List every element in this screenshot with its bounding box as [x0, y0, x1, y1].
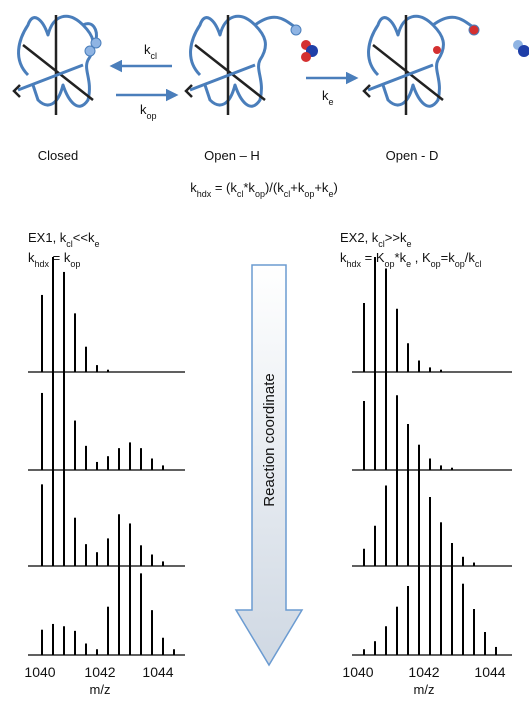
- text-part: , K: [411, 250, 431, 265]
- protein-closed: [12, 13, 102, 117]
- rate-kop: kop: [140, 102, 157, 121]
- tick-label: 1042: [408, 664, 439, 680]
- text-part: >>k: [385, 230, 407, 245]
- axis-label: m/z: [414, 682, 435, 697]
- tick-label: 1040: [342, 664, 373, 680]
- subscript: op: [147, 111, 157, 121]
- text-part: k: [144, 42, 151, 57]
- text-part: k: [322, 88, 329, 103]
- text-part: <<k: [73, 230, 95, 245]
- text-part: = K: [361, 250, 385, 265]
- ex2-condition: EX2, kcl>>ke: [340, 230, 412, 249]
- subscript: e: [329, 97, 334, 107]
- subscript: cl: [284, 189, 291, 199]
- text-part: EX1, k: [28, 230, 67, 245]
- text-part: k: [190, 180, 197, 195]
- text-part: *k: [243, 180, 255, 195]
- formula: khdx = (kcl*kop)/(kcl+kop+ke): [190, 180, 338, 199]
- rate-kcl: kcl: [144, 42, 157, 61]
- text-part: +k: [314, 180, 329, 195]
- text-part: /k: [465, 250, 476, 265]
- text-part: = (k: [211, 180, 237, 195]
- subscript: hdx: [197, 189, 212, 199]
- text-part: k: [28, 250, 35, 265]
- subscript: cl: [66, 239, 73, 249]
- tick-label: 1044: [474, 664, 505, 680]
- protein-open-h: [184, 13, 318, 117]
- text-part: +k: [290, 180, 305, 195]
- text-part: ): [333, 180, 337, 195]
- rate-ke: ke: [322, 88, 334, 107]
- state-label: Closed: [38, 148, 78, 163]
- text-part: EX2, k: [340, 230, 379, 245]
- subscript: op: [385, 259, 395, 269]
- text-part: )/(k: [265, 180, 284, 195]
- text-part: k: [340, 250, 347, 265]
- subscript: e: [328, 189, 333, 199]
- ex1-rate: khdx = kop: [28, 250, 80, 269]
- subscript: op: [431, 259, 441, 269]
- ex2-rate: khdx = Kop*ke , Kop=kop/kcl: [340, 250, 481, 269]
- subscript: e: [406, 259, 411, 269]
- tick-label: 1040: [24, 664, 55, 680]
- tick-label: 1044: [142, 664, 173, 680]
- subscript: cl: [475, 259, 482, 269]
- subscript: e: [94, 239, 99, 249]
- state-label: Open - D: [386, 148, 439, 163]
- axis-label: m/z: [90, 682, 111, 697]
- subscript: cl: [378, 239, 385, 249]
- subscript: e: [406, 239, 411, 249]
- subscript: hdx: [35, 259, 50, 269]
- protein-open-d: [362, 13, 529, 117]
- text-part: =k: [441, 250, 456, 265]
- subscript: op: [70, 259, 80, 269]
- subscript: cl: [237, 189, 244, 199]
- text-part: = k: [49, 250, 71, 265]
- subscript: hdx: [347, 259, 362, 269]
- subscript: op: [304, 189, 314, 199]
- subscript: op: [255, 189, 265, 199]
- reaction-label: Reaction coordinate: [261, 373, 278, 506]
- subscript: cl: [151, 51, 158, 61]
- subscript: op: [455, 259, 465, 269]
- tick-label: 1042: [84, 664, 115, 680]
- text-part: *k: [395, 250, 407, 265]
- state-label: Open – H: [204, 148, 260, 163]
- reaction-arrow: [234, 264, 304, 667]
- ex1-condition: EX1, kcl<<ke: [28, 230, 100, 249]
- text-part: k: [140, 102, 147, 117]
